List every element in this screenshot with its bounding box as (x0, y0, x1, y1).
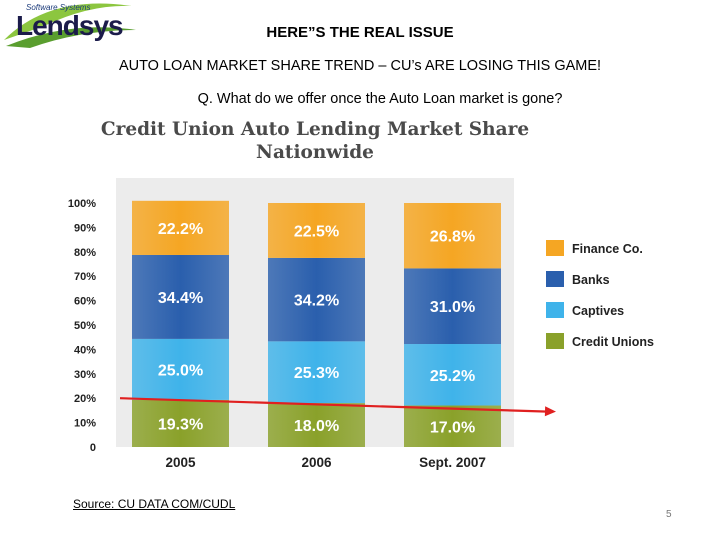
data-label: 19.3% (158, 416, 203, 433)
y-tick-label: 80% (74, 247, 96, 259)
bar-segment-captives (268, 341, 365, 404)
bar-segment-credit-unions (268, 403, 365, 447)
legend-label: Captives (572, 304, 624, 318)
bar-segment-captives (132, 338, 229, 400)
trend-arrow-line (119, 397, 549, 413)
chart-title-line-1: Credit Union Auto Lending Market Share (100, 119, 530, 140)
data-label: 25.0% (158, 362, 203, 379)
data-label: 26.8% (430, 229, 475, 246)
source-citation: Source: CU DATA COM/CUDL (73, 497, 236, 511)
legend-label: Credit Unions (572, 335, 654, 349)
bar-segment-banks (132, 254, 229, 339)
bar-segment-captives (404, 344, 501, 406)
data-label: 18.0% (294, 418, 339, 435)
y-tick-label: 90% (74, 222, 96, 234)
logo-swoosh-icon (4, 3, 136, 48)
data-label: 34.2% (294, 293, 339, 310)
data-label: 17.0% (430, 419, 475, 436)
data-label: 31.0% (430, 299, 475, 316)
legend-label: Banks (572, 273, 610, 287)
bar-segment-banks (268, 257, 365, 342)
chart-title-line-2: Nationwide (256, 142, 374, 163)
bar-segment-credit-unions (404, 405, 501, 447)
bar-segment-finance-co- (404, 203, 501, 269)
y-tick-label: 40% (74, 344, 96, 356)
y-tick-label: 70% (74, 271, 96, 283)
data-label: 34.4% (158, 290, 203, 307)
y-tick-label: 20% (74, 393, 96, 405)
y-tick-label: 0 (90, 442, 96, 454)
slide-title: HERE”S THE REAL ISSUE (266, 24, 454, 41)
data-label: 22.5% (294, 223, 339, 240)
bar-segment-credit-unions (132, 399, 229, 447)
y-tick-label: 10% (74, 418, 96, 430)
legend-swatch (546, 271, 564, 287)
logo-wordmark: Lendsys (16, 10, 124, 41)
lendsys-logo: Software Systems Lendsys (0, 0, 140, 52)
bar-segment-finance-co- (268, 203, 365, 258)
legend-label: Finance Co. (572, 242, 643, 256)
data-label: 22.2% (158, 221, 203, 238)
y-tick-label: 60% (74, 296, 96, 308)
slide-subtitle: AUTO LOAN MARKET SHARE TREND – CU’s ARE … (118, 58, 602, 74)
legend-swatch (546, 333, 564, 349)
x-tick-label: 2006 (301, 455, 332, 470)
y-tick-label: 100% (68, 198, 96, 210)
page-number: 5 (666, 509, 672, 520)
trend-arrow-head (544, 406, 556, 417)
y-tick-label: 30% (74, 369, 96, 381)
x-tick-label: 2005 (165, 455, 196, 470)
legend-swatch (546, 240, 564, 256)
bar-segment-banks (404, 268, 501, 345)
y-tick-label: 50% (74, 320, 96, 332)
logo-subtitle: Software Systems (26, 3, 91, 12)
legend-swatch (546, 302, 564, 318)
data-label: 25.3% (294, 365, 339, 382)
x-tick-label: Sept. 2007 (419, 455, 486, 470)
data-label: 25.2% (430, 368, 475, 385)
slide-question: Q. What do we offer once the Auto Loan m… (197, 91, 563, 107)
bar-segment-finance-co- (132, 200, 229, 255)
chart-title: Credit Union Auto Lending Market Share N… (90, 118, 540, 164)
